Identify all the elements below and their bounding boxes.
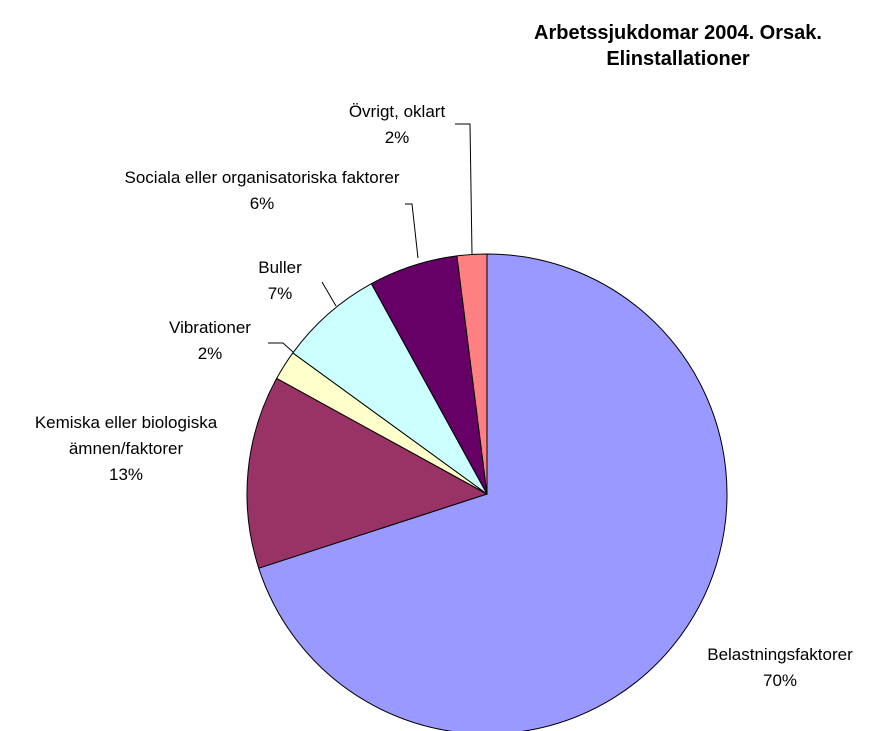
leader-line [455,123,473,255]
pie-slice [292,283,488,495]
category-label: Sociala eller organisatoriska faktorer [124,168,400,187]
slice-label: Buller 7% [200,255,360,307]
pie-slice [246,377,489,569]
pie-slice [456,253,488,495]
slice-label: Vibrationer 2% [130,315,290,367]
leader-line [321,281,337,307]
value-label: 2% [384,128,410,147]
pie-slice [258,253,728,731]
value-label: 13% [108,465,144,484]
chart-title: Arbetssjukdomar 2004. Orsak. Elinstallat… [534,22,822,70]
slice-label: Sociala eller organisatoriska faktorer 6% [122,165,402,217]
value-label: 2% [197,344,223,363]
category-label: Belastningsfaktorer [707,645,853,664]
category-label: Kemiska eller biologiska ämnen/faktorer [34,413,218,458]
leader-line [405,203,419,259]
category-label: Vibrationer [169,318,251,337]
value-label: 7% [267,284,293,303]
value-label: 70% [762,671,798,690]
category-label: Övrigt, oklart [348,102,446,121]
value-label: 6% [249,194,275,213]
slice-label: Kemiska eller biologiska ämnen/faktorer 1… [1,410,251,488]
slice-label: Övrigt, oklart 2% [322,99,472,151]
slice-label: Belastningsfaktorer 70% [680,642,874,694]
leader-line [268,342,294,353]
leader-lines [268,123,473,353]
category-label: Buller [258,258,302,277]
